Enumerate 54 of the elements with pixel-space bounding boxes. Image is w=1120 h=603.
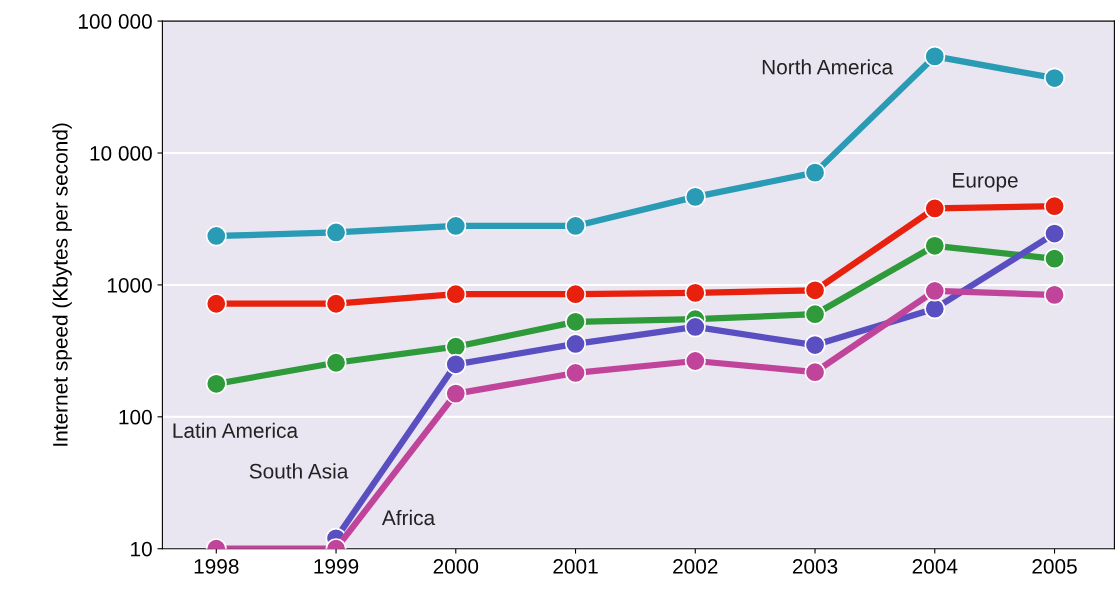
- point: [684, 282, 706, 304]
- point: [564, 283, 587, 305]
- point: [924, 298, 946, 320]
- point: [564, 362, 587, 384]
- point: [1043, 284, 1066, 306]
- point: [924, 235, 946, 257]
- y-tick-label: 100 000: [78, 14, 152, 29]
- point: [1043, 195, 1066, 217]
- point: [445, 283, 467, 305]
- series-label: South Asia: [249, 463, 349, 479]
- point: [1043, 248, 1066, 270]
- y-tick-label: 10: [131, 541, 152, 557]
- point: [445, 353, 467, 375]
- point: [804, 279, 826, 301]
- series-label: North America: [762, 59, 894, 75]
- y-tick-label: 10 000: [90, 146, 152, 161]
- point: [1043, 67, 1066, 89]
- point: [445, 215, 467, 237]
- point: [924, 197, 946, 219]
- point: [804, 334, 826, 356]
- x-tick-label: 2001: [553, 559, 598, 574]
- point: [205, 293, 227, 315]
- point: [564, 311, 587, 333]
- series-label: Africa: [381, 509, 436, 526]
- y-tick-label: 100: [119, 409, 152, 425]
- y-axis-title: Internet speed (Kbytes per second): [52, 123, 72, 446]
- point: [564, 215, 587, 237]
- point: [804, 303, 826, 325]
- point: [684, 316, 706, 338]
- x-tick-label: 2000: [433, 559, 479, 574]
- x-tick-label: 1999: [314, 559, 359, 574]
- point: [804, 162, 826, 184]
- point: [325, 352, 347, 374]
- x-tick-label: 2004: [912, 559, 958, 574]
- x-tick-label: 2005: [1032, 559, 1077, 574]
- series-label: Europe: [953, 173, 1018, 192]
- x-tick-label: 2002: [673, 559, 718, 574]
- point: [445, 383, 467, 405]
- y-tick-label: 1000: [107, 277, 152, 293]
- point: [564, 333, 587, 355]
- point: [325, 221, 347, 243]
- point: [924, 45, 946, 67]
- x-tick-label: 1998: [194, 559, 239, 574]
- x-tick-label: 2003: [792, 559, 838, 574]
- point: [1043, 223, 1066, 245]
- point: [684, 186, 706, 208]
- series-label: Latin America: [173, 422, 299, 438]
- point: [205, 373, 227, 395]
- point: [924, 280, 946, 302]
- point: [445, 336, 467, 358]
- point: [205, 225, 227, 247]
- point: [325, 293, 347, 315]
- point: [684, 350, 706, 372]
- point: [804, 361, 826, 383]
